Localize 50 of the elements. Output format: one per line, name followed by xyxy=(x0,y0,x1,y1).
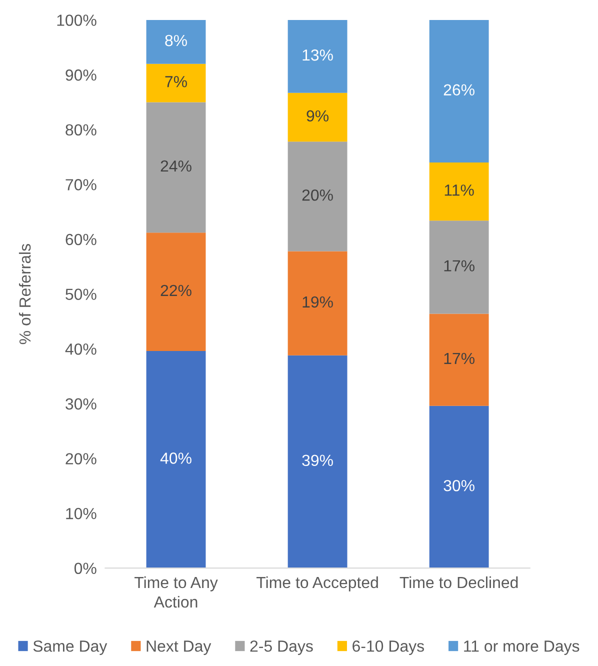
y-tick-label: 20% xyxy=(66,453,96,464)
bar xyxy=(288,251,348,356)
bar xyxy=(429,314,489,406)
data-label: 40% xyxy=(160,452,192,464)
y-tick-label: 0% xyxy=(74,562,96,574)
data-label: 20% xyxy=(302,189,333,201)
y-tick-label: 10% xyxy=(66,508,96,520)
bar xyxy=(429,20,489,162)
bar xyxy=(146,232,206,352)
bar xyxy=(429,220,489,314)
y-tick-label: 70% xyxy=(66,179,96,190)
data-label: 22% xyxy=(160,284,192,296)
data-label: 13% xyxy=(302,49,333,61)
bar xyxy=(146,102,206,233)
x-tick-label: Time to Any Action xyxy=(134,576,218,608)
bar xyxy=(146,64,206,102)
data-label: 17% xyxy=(444,352,474,364)
y-tick-label: 80% xyxy=(66,124,96,136)
data-label: 11% xyxy=(444,184,474,196)
data-label: 8% xyxy=(165,34,187,46)
bar xyxy=(429,406,489,568)
y-tick-label: 40% xyxy=(65,343,96,355)
y-axis-title: % of Referrals xyxy=(18,244,31,344)
bar xyxy=(288,92,348,142)
data-label: 24% xyxy=(160,160,192,172)
bar xyxy=(146,351,206,568)
x-tick-label: Time to Accepted xyxy=(256,576,378,592)
data-label: 26% xyxy=(444,84,474,96)
bar xyxy=(288,20,348,93)
data-label: 17% xyxy=(444,260,474,272)
legend-label: 2-5 Days xyxy=(250,640,313,655)
data-label: 30% xyxy=(444,480,474,492)
y-tick-label: 90% xyxy=(66,69,96,81)
y-tick-label: 60% xyxy=(66,234,96,246)
bar xyxy=(288,355,348,568)
legend-label: Next Day xyxy=(146,640,212,655)
data-label: 19% xyxy=(302,296,333,308)
bar xyxy=(429,162,489,221)
data-label: 9% xyxy=(306,110,329,122)
data-label: 39% xyxy=(302,454,333,466)
y-tick-label: 50% xyxy=(66,288,96,300)
bar xyxy=(146,20,206,64)
bar xyxy=(288,142,348,252)
x-tick-label: Time to Declined xyxy=(400,576,518,588)
legend-label: 11 or more Days xyxy=(464,640,580,655)
legend-label: 6-10 Days xyxy=(352,640,424,655)
y-tick-label: 100% xyxy=(57,14,96,26)
data-label: 7% xyxy=(165,76,187,88)
y-tick-label: 30% xyxy=(66,398,96,410)
legend-label: Same Day xyxy=(33,640,108,655)
